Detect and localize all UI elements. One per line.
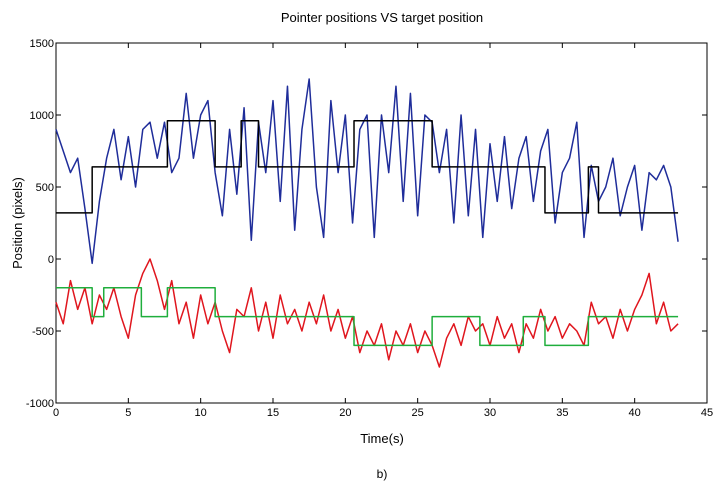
x-tick-label: 0: [53, 407, 59, 419]
x-tick-label: 25: [412, 407, 424, 419]
y-tick-label: 0: [48, 254, 54, 266]
chart-title: Pointer positions VS target position: [281, 10, 483, 25]
x-tick-label: 5: [125, 407, 131, 419]
y-tick-label: 500: [36, 182, 54, 194]
series-line: [56, 120, 679, 214]
series-line: [55, 78, 679, 265]
x-tick-label: 10: [195, 407, 207, 419]
y-tick-label: 1000: [30, 110, 54, 122]
x-tick-label: 20: [339, 407, 351, 419]
series-line: [55, 258, 679, 368]
x-tick-label: 40: [629, 407, 641, 419]
series-line: [56, 287, 679, 347]
x-tick-label: 15: [267, 407, 279, 419]
plot-frame: [55, 42, 708, 404]
y-axis-label: Position (pixels): [10, 177, 25, 269]
x-tick-label: 45: [701, 407, 713, 419]
y-tick-label: 1500: [30, 38, 54, 50]
caption: b): [377, 467, 388, 481]
y-tick-label: -1000: [26, 398, 54, 410]
x-tick-label: 35: [556, 407, 568, 419]
x-axis-label: Time(s): [360, 431, 404, 446]
y-tick-label: -500: [32, 326, 54, 338]
x-tick-label: 30: [484, 407, 496, 419]
